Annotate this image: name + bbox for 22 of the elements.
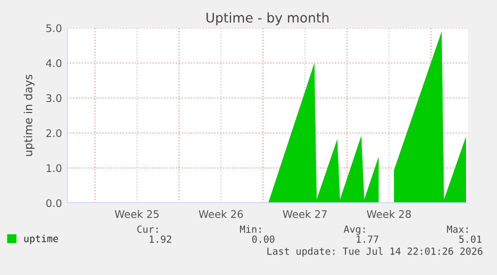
y-tick-label: 5.0 [46, 24, 62, 32]
y-tick-label: 4.0 [46, 59, 62, 68]
text: Min: [240, 225, 261, 233]
chart-title: Uptime - by month [206, 12, 328, 26]
x-tick-label: Week 27 [282, 210, 327, 218]
text: Avg: [344, 226, 365, 235]
y-tick-label: 2.0 [46, 129, 62, 138]
text: Last update: Tue Jul 14 22:01:26 2026 [267, 247, 482, 257]
text: 0.00 [252, 235, 274, 243]
x-tick-label: Week 26 [198, 210, 243, 218]
x-tick-label: Week 25 [114, 210, 159, 218]
legend-label: uptime [24, 234, 58, 244]
text: 1.92 [150, 235, 172, 243]
y-axis-title: uptime in days [24, 74, 34, 156]
y-tick-label: 3.0 [46, 94, 62, 102]
y-tick-label: 0.0 [46, 199, 62, 208]
text: Cur: [137, 225, 158, 233]
y-tick-label: 1.0 [46, 164, 62, 172]
text: 5.01 [459, 235, 482, 243]
text: Max: [446, 226, 468, 233]
text: 1.77 [356, 236, 378, 243]
x-tick-label: Week 28 [366, 210, 411, 218]
